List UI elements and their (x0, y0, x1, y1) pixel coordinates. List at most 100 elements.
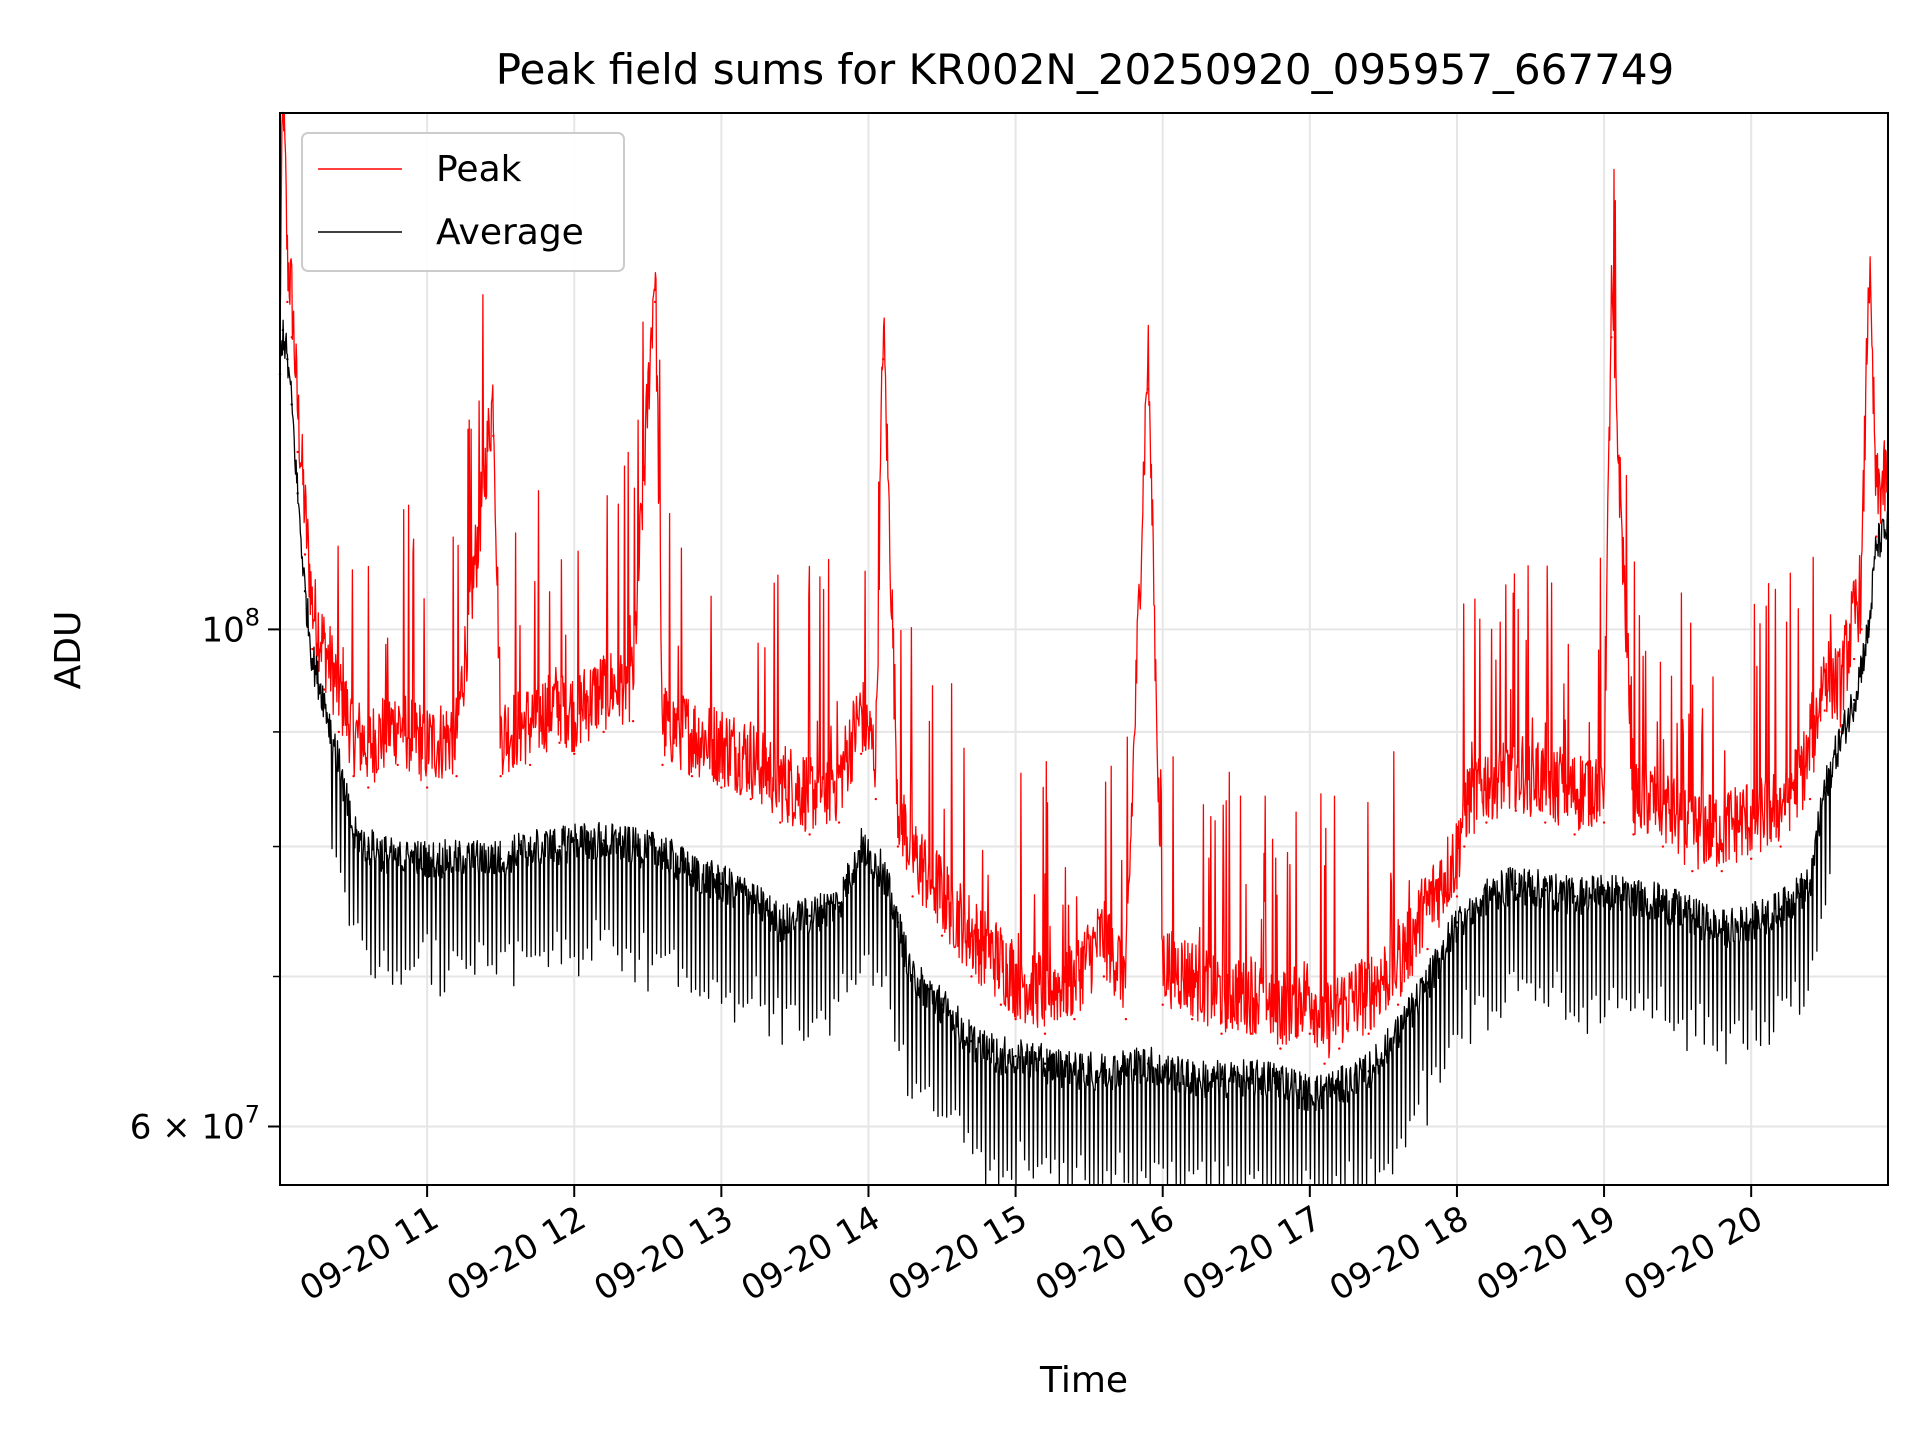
data-point-average (1308, 1093, 1312, 1096)
data-point-average (1823, 786, 1826, 789)
data-point-peak (1043, 1032, 1047, 1035)
data-point-average (1779, 908, 1782, 911)
data-point-average (1632, 895, 1635, 898)
data-point-average (455, 857, 458, 860)
data-point-peak (874, 797, 878, 801)
legend-average-label: Average (436, 212, 584, 253)
data-point-average (1161, 1070, 1164, 1073)
data-point-average (296, 492, 299, 495)
data-point-peak (1860, 628, 1863, 631)
data-point-peak (1463, 845, 1466, 848)
data-point-peak (749, 797, 752, 801)
data-point-average (286, 358, 289, 361)
data-point-peak (337, 730, 341, 734)
plot-frame (279, 112, 1889, 1186)
data-point-average (896, 921, 900, 924)
data-point-peak (1073, 1017, 1076, 1021)
data-point-peak (1249, 1032, 1253, 1035)
data-point-peak (720, 786, 723, 789)
data-point-peak (367, 786, 370, 789)
y-tick-label: 6 × 107 (130, 1101, 260, 1148)
data-point-average (602, 839, 605, 842)
data-point-peak (290, 336, 293, 339)
data-point-peak (573, 752, 576, 755)
data-point-average (1220, 1077, 1223, 1081)
data-point-average (1808, 882, 1812, 885)
data-point-average (749, 895, 752, 898)
data-point-peak (492, 434, 495, 438)
data-point-peak (837, 821, 841, 824)
data-point-peak (455, 774, 458, 778)
data-point-peak (1308, 1032, 1312, 1035)
data-point-peak (1396, 1003, 1400, 1006)
data-point-average (720, 882, 723, 885)
data-point-peak (999, 1003, 1003, 1006)
data-point-average (1485, 895, 1488, 898)
data-point-peak (1749, 857, 1753, 860)
data-point-average (1875, 544, 1878, 547)
data-point-average (859, 845, 863, 848)
data-point-peak (896, 845, 900, 848)
data-point-peak (1485, 821, 1488, 824)
data-point-peak (779, 821, 782, 824)
data-point-peak (970, 975, 973, 978)
data-point-peak (1323, 1062, 1326, 1065)
data-point-peak (352, 774, 355, 778)
data-point-average (1691, 914, 1694, 918)
data-point-average (303, 590, 307, 593)
data-point-average (881, 869, 885, 873)
data-point-average (1396, 1032, 1400, 1035)
data-point-peak (1279, 1047, 1282, 1050)
data-point-peak (1823, 709, 1826, 712)
data-point-average (290, 403, 293, 406)
data-point-average (1146, 1062, 1150, 1065)
data-point-average (1749, 921, 1753, 924)
data-point-average (281, 328, 285, 332)
data-point-peak (1190, 1017, 1194, 1021)
data-point-peak (1455, 895, 1459, 898)
data-point-average (1852, 698, 1856, 702)
series-line-average (279, 319, 1889, 1185)
data-point-peak (558, 741, 561, 744)
data-point-average (970, 1039, 973, 1043)
data-point-average (690, 869, 694, 873)
data-point-average (322, 698, 326, 702)
data-point-average (1720, 927, 1723, 931)
data-point-average (808, 914, 811, 918)
data-point-peak (425, 786, 429, 789)
data-point-peak (1220, 1032, 1223, 1035)
data-point-peak (1852, 657, 1856, 661)
data-point-average (1102, 1070, 1106, 1073)
data-point-peak (396, 763, 399, 767)
data-point-average (1661, 901, 1665, 905)
data-point-average (1602, 888, 1606, 892)
data-point-average (1573, 895, 1576, 898)
data-point-peak (631, 719, 635, 723)
data-point-peak (1544, 821, 1547, 824)
data-point-peak (1720, 869, 1723, 873)
data-point-average (1367, 1070, 1370, 1073)
data-point-peak (1102, 975, 1106, 978)
y-axis-label: ADU (48, 611, 89, 690)
y-tick-label: 108 (201, 603, 260, 650)
data-point-peak (1779, 845, 1782, 848)
data-point-peak (1573, 833, 1576, 836)
data-point-average (661, 851, 664, 854)
legend: Peak Average (301, 132, 625, 272)
data-point-average (337, 763, 341, 767)
data-point-average (940, 1003, 944, 1006)
grid (280, 113, 1888, 1185)
y-axis: 6 × 107 108 (130, 603, 280, 1148)
data-point-average (573, 839, 576, 842)
data-point-peak (859, 752, 863, 755)
data-point-peak (1014, 1017, 1017, 1021)
data-point-average (779, 921, 782, 924)
data-point-peak (286, 300, 289, 304)
data-point-peak (1426, 947, 1429, 951)
data-point-peak (808, 833, 811, 836)
data-point-peak (1161, 1003, 1164, 1006)
data-point-average (528, 845, 532, 848)
data-point-average (1279, 1077, 1282, 1081)
data-point-average (352, 833, 355, 836)
